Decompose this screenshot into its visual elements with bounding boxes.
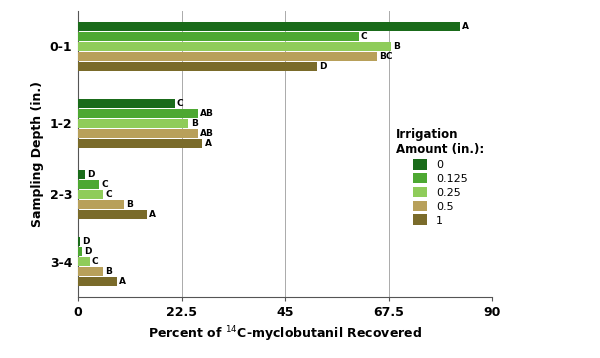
Bar: [78, 170, 85, 179]
Bar: [78, 109, 197, 118]
Text: C: C: [106, 190, 112, 199]
Text: A: A: [462, 22, 469, 31]
Bar: [78, 210, 147, 219]
Text: D: D: [87, 170, 95, 179]
Bar: [78, 62, 317, 71]
Text: B: B: [106, 267, 112, 276]
Text: AB: AB: [200, 129, 214, 138]
Bar: [78, 32, 359, 41]
Text: C: C: [101, 180, 107, 189]
Text: BC: BC: [379, 52, 393, 61]
Bar: [78, 200, 124, 209]
Bar: [78, 52, 377, 61]
Text: C: C: [177, 99, 184, 108]
Bar: [78, 190, 103, 199]
Bar: [78, 22, 460, 31]
Text: C: C: [361, 32, 368, 41]
Bar: [78, 99, 175, 108]
Bar: [78, 139, 202, 148]
Bar: [78, 277, 117, 286]
Bar: [78, 42, 391, 50]
Text: A: A: [205, 139, 212, 148]
X-axis label: Percent of $^{14}$C-myclobutanil Recovered: Percent of $^{14}$C-myclobutanil Recover…: [148, 325, 422, 344]
Text: B: B: [393, 42, 400, 50]
Bar: [78, 180, 98, 189]
Text: D: D: [320, 62, 327, 71]
Legend: 0, 0.125, 0.25, 0.5, 1: 0, 0.125, 0.25, 0.5, 1: [394, 126, 487, 228]
Bar: [78, 257, 89, 266]
Bar: [78, 237, 80, 246]
Text: B: B: [191, 119, 197, 128]
Text: A: A: [149, 210, 156, 219]
Y-axis label: Sampling Depth (in.): Sampling Depth (in.): [31, 81, 44, 227]
Bar: [78, 267, 103, 276]
Text: D: D: [84, 247, 91, 256]
Bar: [78, 129, 197, 138]
Text: C: C: [92, 257, 98, 266]
Text: A: A: [119, 277, 127, 286]
Text: B: B: [127, 200, 133, 209]
Bar: [78, 247, 82, 256]
Text: D: D: [83, 237, 90, 246]
Text: AB: AB: [200, 109, 214, 118]
Bar: [78, 119, 188, 128]
